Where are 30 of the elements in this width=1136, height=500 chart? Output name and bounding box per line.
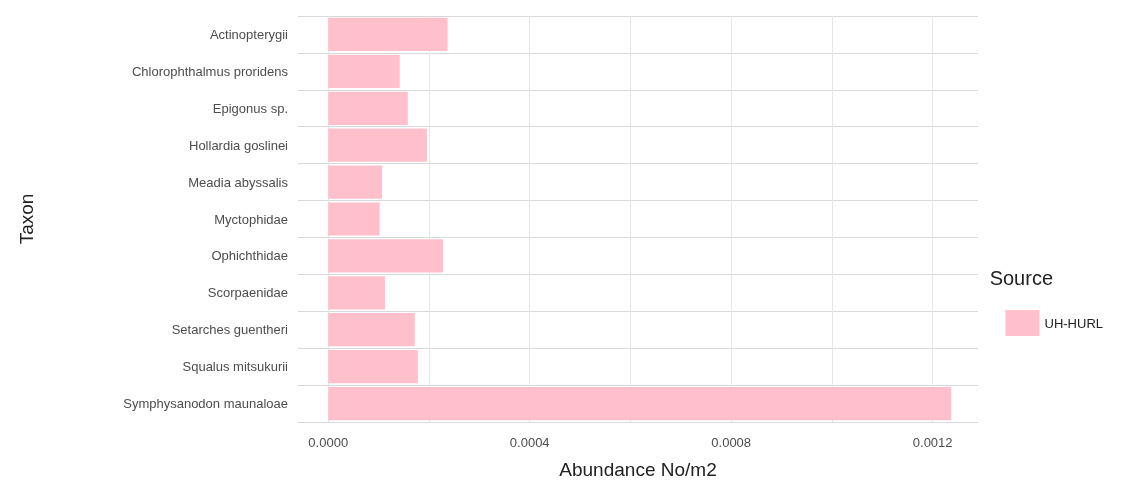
y-axis-title: Taxon [16,193,37,245]
bar [328,165,383,199]
y-tick-label: Chlorophthalmus proridens [131,63,289,79]
bar [328,91,408,125]
y-tick-label: Myctophidae [214,211,288,227]
legend-label: UH-HURL [1044,315,1103,331]
y-tick-label: Epigonus sp. [212,100,288,116]
y-tick-label: Squalus mitsukurii [182,359,289,375]
bar [328,128,427,162]
x-tick-label: 0.0012 [912,435,953,450]
bar [328,239,444,273]
y-tick-label: Ophichthidae [211,248,288,264]
y-tick-label: Hollardia goslinei [189,137,289,153]
bar [328,386,952,421]
y-tick-label: Actinopterygii [209,26,289,42]
bar [328,350,418,384]
bar [328,276,386,310]
x-axis-title: Abundance No/m2 [559,459,717,480]
y-tick-label: Setarches guentheri [171,322,289,338]
y-tick-label: Symphysanodon maunaloae [123,396,288,412]
y-tick-label: Scorpaenidae [207,285,288,301]
legend-title: Source [989,267,1054,289]
y-tick-label: Meadia abyssalis [188,174,289,190]
x-tick-label: 0.0008 [711,435,752,450]
bar [328,202,380,236]
bar [328,54,400,88]
bar [328,17,448,52]
x-tick-label: 0.0004 [509,435,550,450]
bar [328,313,415,347]
x-tick-label: 0.0000 [308,435,349,450]
